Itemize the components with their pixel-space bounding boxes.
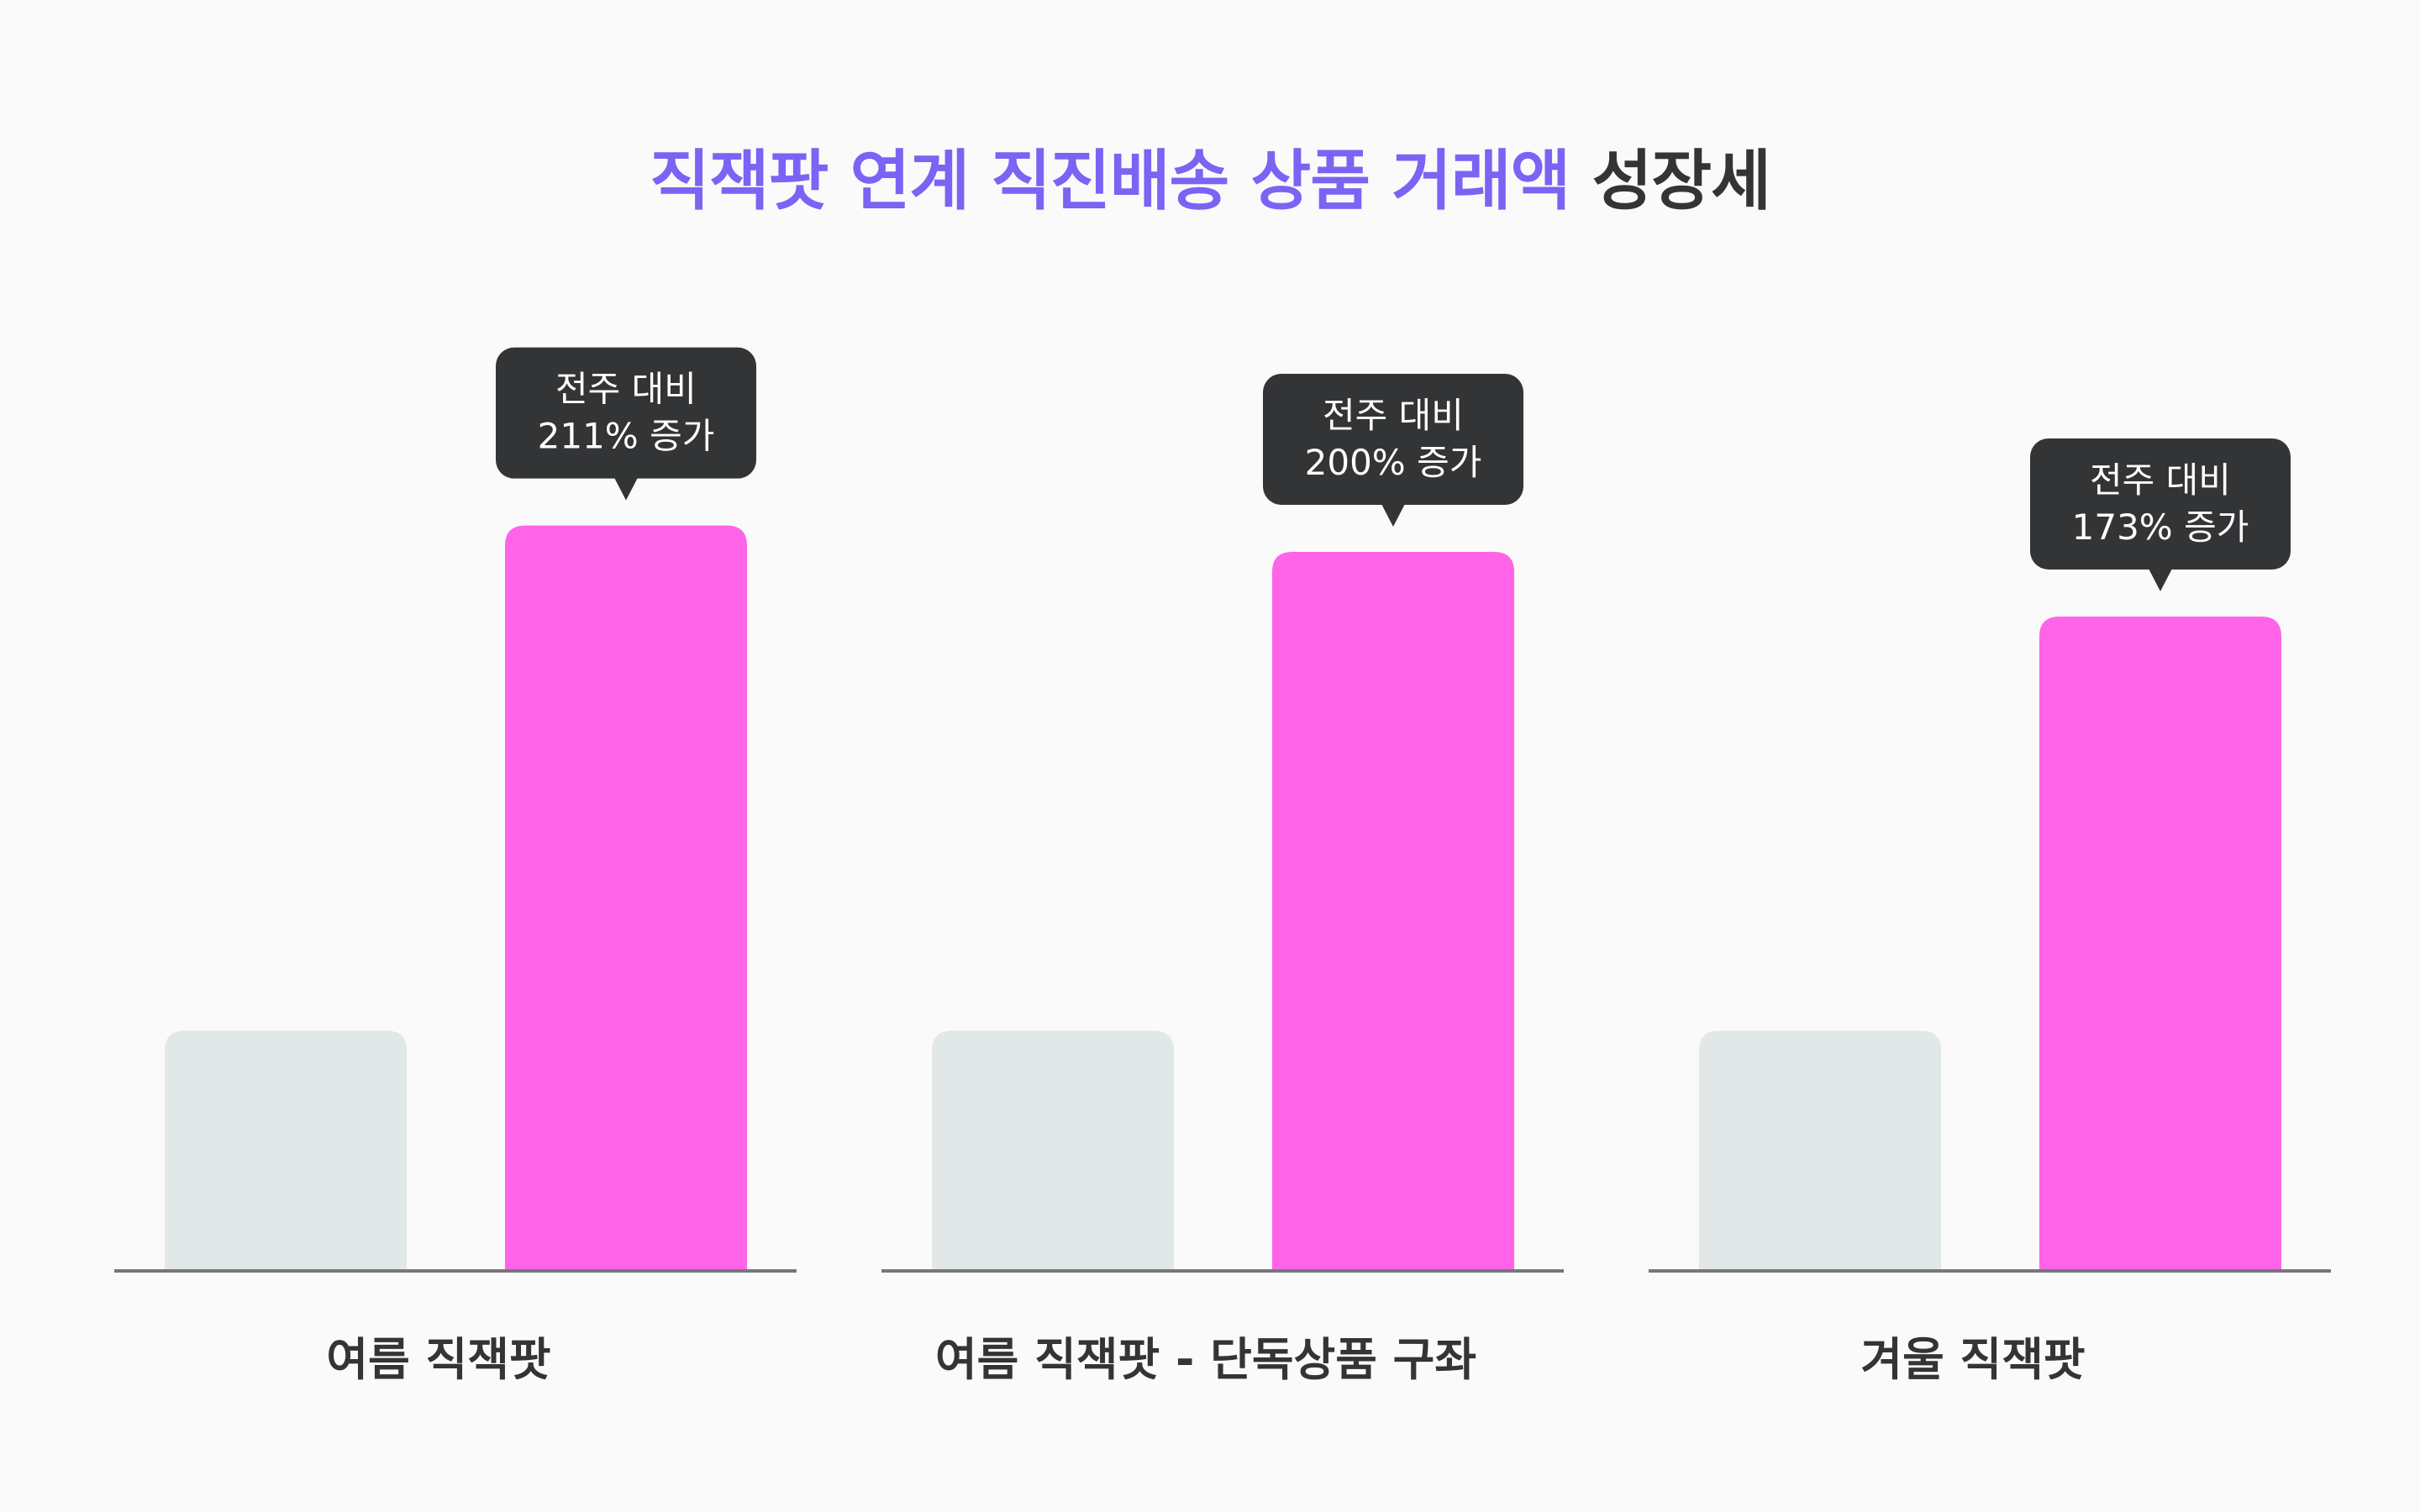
annotation-pointer — [1381, 504, 1405, 527]
base-bar — [1699, 1031, 1941, 1270]
annotation-bubble — [2030, 438, 2291, 570]
annotation-line-2: 173% 증가 — [2072, 507, 2249, 548]
annotation-line-1: 전주 대비 — [555, 369, 697, 410]
chart-title-rest: 성장세 — [1591, 144, 1771, 219]
chart-title: 직잭팟 연계 직진배송 상품 거래액 성장세 — [0, 143, 2420, 222]
category-label: 여름 직잭팟 - 단독상품 구좌 — [935, 1333, 1476, 1386]
annotation-pointer — [2149, 568, 2172, 591]
annotation-pointer — [614, 477, 638, 501]
annotation-line-2: 200% 증가 — [1305, 442, 1482, 483]
annotation-bubble — [1263, 374, 1523, 505]
annotation-line-1: 전주 대비 — [2090, 459, 2231, 501]
base-bar — [165, 1031, 407, 1270]
highlight-bar — [2039, 616, 2281, 1270]
annotation-line-1: 전주 대비 — [1323, 395, 1464, 436]
base-bar — [932, 1031, 1174, 1270]
highlight-bar — [1272, 552, 1514, 1270]
annotation-line-2: 211% 증가 — [538, 416, 715, 457]
category-label: 겨울 직잭팟 — [1860, 1333, 2085, 1386]
annotation-bubble — [496, 347, 756, 479]
highlight-bar — [505, 525, 747, 1270]
category-label: 여름 직잭팟 — [326, 1333, 550, 1386]
chart-title-accent: 직잭팟 연계 직진배송 상품 거래액 — [650, 144, 1570, 219]
